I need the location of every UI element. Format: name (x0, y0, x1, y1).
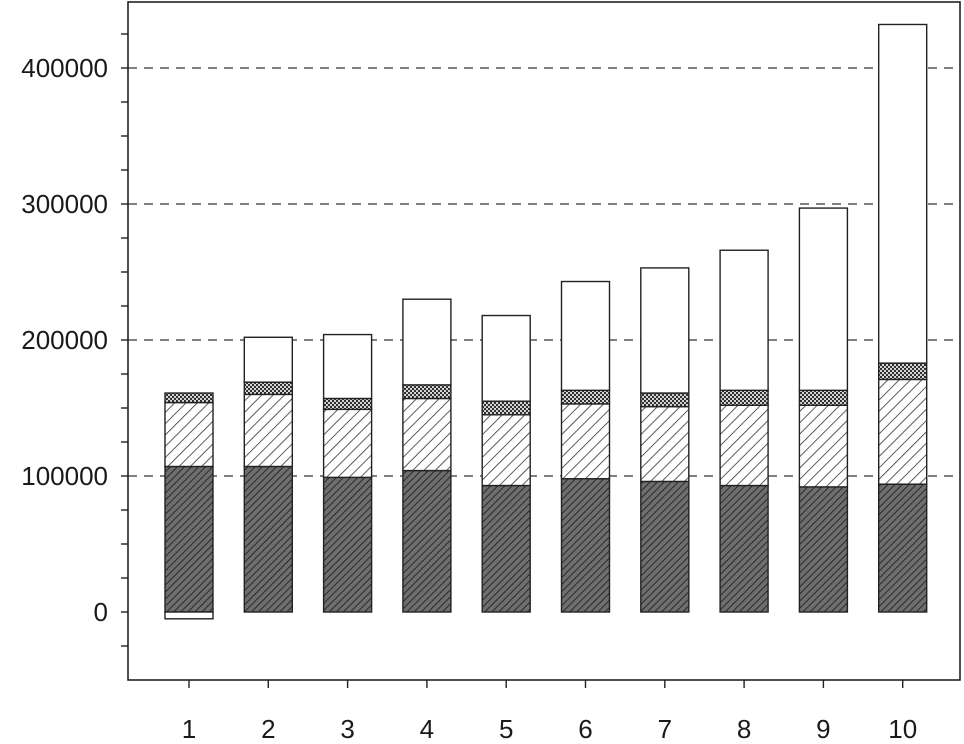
bar-segment (798, 486, 849, 613)
bar-segment (481, 314, 531, 402)
bar-segment (560, 280, 611, 392)
y-tick-label: 0 (94, 597, 108, 627)
bar-segment (719, 404, 769, 487)
bar-segment (402, 298, 452, 386)
plot-frame (127, 1, 961, 681)
bar-segment (402, 469, 452, 613)
y-tick-label: 400000 (21, 53, 108, 83)
x-tick-label: 7 (658, 714, 672, 744)
bar-segment (640, 480, 690, 613)
bar-segment (798, 207, 849, 392)
x-tick-label: 10 (888, 714, 917, 744)
axes (127, 1, 961, 681)
bar-segment (481, 400, 531, 416)
x-tick-label: 3 (340, 714, 354, 744)
bar-segment (322, 408, 373, 479)
bar-segment (402, 384, 452, 400)
bar-segment (878, 23, 928, 364)
x-tick-label: 8 (737, 714, 751, 744)
bar-segment (481, 484, 531, 613)
x-tick-label: 6 (578, 714, 592, 744)
bar-segment (878, 378, 928, 485)
bar-segment (798, 389, 849, 406)
x-tick-label: 1 (182, 714, 196, 744)
bar-segment (560, 403, 611, 480)
bar-segment (640, 267, 690, 394)
bar-segment (640, 405, 690, 483)
bar-segment (243, 393, 294, 468)
y-tick-label: 200000 (21, 325, 108, 355)
bar-segment (164, 401, 214, 468)
bar-segment (560, 389, 611, 405)
bars (164, 23, 928, 620)
bar-segment (243, 381, 294, 396)
bar-segment (243, 336, 294, 383)
y-tick-label: 100000 (21, 461, 108, 491)
bar-segment (719, 389, 769, 406)
y-tick-label: 300000 (21, 189, 108, 219)
bar-segment (878, 483, 928, 613)
y-axis-ticks: 0 100000 200000 300000 400000 (21, 33, 128, 647)
bar-segment (481, 414, 531, 487)
x-tick-label: 5 (499, 714, 513, 744)
x-tick-label: 2 (261, 714, 275, 744)
bar-segment (164, 392, 214, 404)
bar-segment (640, 392, 690, 408)
bar-segment (798, 404, 849, 488)
bar-segment (322, 333, 373, 400)
bar-segment (164, 465, 214, 613)
x-tick-label: 4 (420, 714, 434, 744)
bar-segment (322, 397, 373, 411)
bar-segment (402, 397, 452, 472)
bar-segment (878, 362, 928, 381)
bar-segment (719, 249, 769, 392)
x-tick-label: 9 (816, 714, 830, 744)
bar-segment (243, 465, 294, 613)
bar-segment (322, 476, 373, 613)
bar-segment (164, 611, 214, 620)
bar-segment (719, 484, 769, 613)
x-axis-ticks: 1 2 3 4 5 6 7 8 9 10 (182, 680, 917, 744)
bar-segment (560, 478, 611, 613)
